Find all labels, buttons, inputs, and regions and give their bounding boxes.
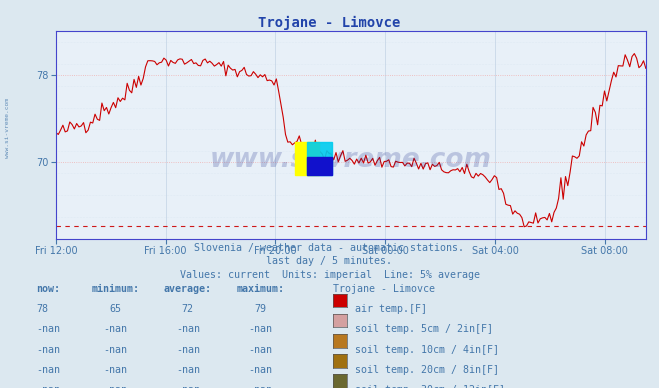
Text: Values: current  Units: imperial  Line: 5% average: Values: current Units: imperial Line: 5%… (179, 270, 480, 280)
Text: Trojane - Limovce: Trojane - Limovce (333, 284, 435, 294)
Text: -nan: -nan (176, 365, 200, 375)
Text: soil temp. 20cm / 8in[F]: soil temp. 20cm / 8in[F] (355, 365, 499, 375)
Text: Trojane - Limovce: Trojane - Limovce (258, 16, 401, 29)
Text: -nan: -nan (248, 345, 272, 355)
Text: 72: 72 (182, 304, 194, 314)
Text: -nan: -nan (36, 345, 60, 355)
Text: soil temp. 10cm / 4in[F]: soil temp. 10cm / 4in[F] (355, 345, 499, 355)
Text: -nan: -nan (176, 385, 200, 388)
Text: -nan: -nan (36, 385, 60, 388)
Text: -nan: -nan (103, 324, 127, 334)
Text: minimum:: minimum: (92, 284, 139, 294)
Text: last day / 5 minutes.: last day / 5 minutes. (266, 256, 393, 266)
Text: now:: now: (36, 284, 60, 294)
Text: -nan: -nan (103, 385, 127, 388)
Text: air temp.[F]: air temp.[F] (355, 304, 426, 314)
Text: www.si-vreme.com: www.si-vreme.com (210, 147, 492, 173)
Text: -nan: -nan (248, 385, 272, 388)
Text: 65: 65 (109, 304, 121, 314)
Bar (295, 142, 320, 175)
Bar (307, 157, 331, 175)
Text: 79: 79 (254, 304, 266, 314)
Text: -nan: -nan (103, 345, 127, 355)
Text: -nan: -nan (103, 365, 127, 375)
Text: www.si-vreme.com: www.si-vreme.com (5, 98, 11, 158)
Text: -nan: -nan (248, 324, 272, 334)
Text: -nan: -nan (176, 324, 200, 334)
Text: maximum:: maximum: (237, 284, 284, 294)
Bar (307, 142, 331, 175)
Text: 78: 78 (36, 304, 48, 314)
Text: -nan: -nan (36, 324, 60, 334)
Text: soil temp. 30cm / 12in[F]: soil temp. 30cm / 12in[F] (355, 385, 505, 388)
Text: Slovenia / weather data - automatic stations.: Slovenia / weather data - automatic stat… (194, 242, 465, 253)
Text: average:: average: (164, 284, 212, 294)
Text: -nan: -nan (248, 365, 272, 375)
Text: soil temp. 5cm / 2in[F]: soil temp. 5cm / 2in[F] (355, 324, 492, 334)
Text: -nan: -nan (36, 365, 60, 375)
Text: -nan: -nan (176, 345, 200, 355)
